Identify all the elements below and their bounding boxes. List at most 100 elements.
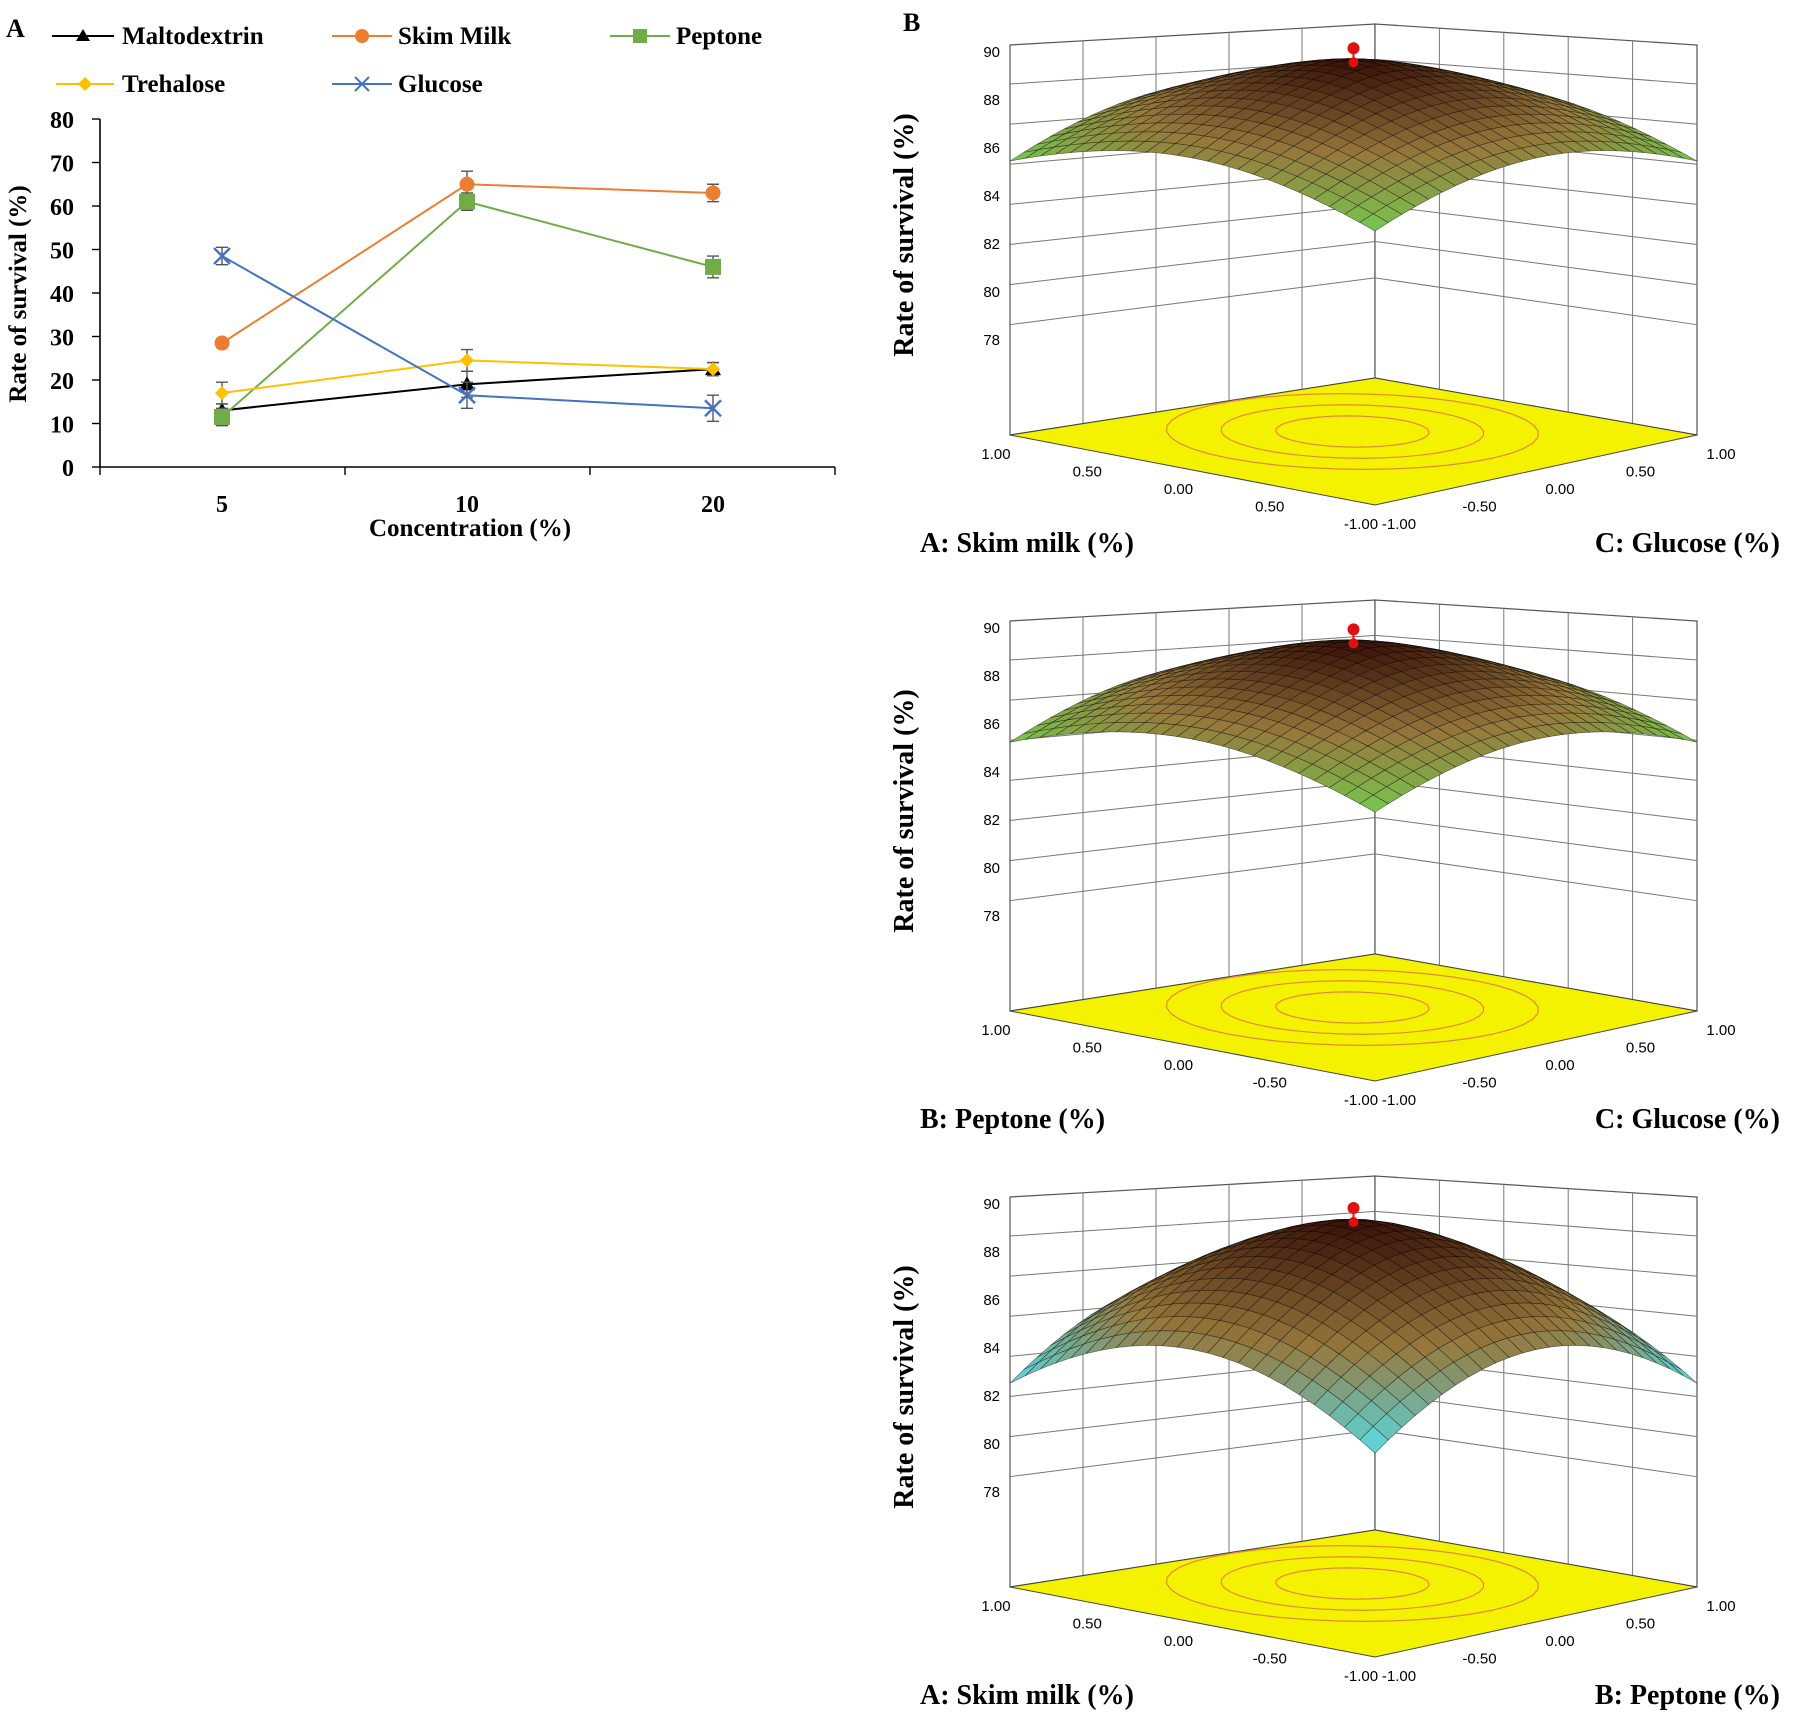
- z-tick-label: 88: [983, 92, 1000, 109]
- x-tick-label: 20: [701, 492, 725, 518]
- legend-label-skim-milk: Skim Milk: [398, 23, 511, 50]
- y-tick-label: 40: [50, 282, 74, 308]
- right-axis-label: C: Glucose (%): [1595, 1104, 1780, 1135]
- right-axis-tick: -0.50: [1462, 1075, 1496, 1092]
- left-axis-tick: -1.00: [1344, 1668, 1378, 1685]
- surface-plot-3: 78 80 82 84 86 88 90 1.00 0.50 0.00 -0.50 -1.00-1.0…: [890, 1172, 1790, 1712]
- z-tick-label: 78: [983, 1484, 1000, 1501]
- data-point: [706, 185, 721, 200]
- right-axis-tick: 0.50: [1626, 1040, 1655, 1057]
- legend-item-peptone: Peptone: [610, 23, 762, 50]
- z-tick-label: 80: [983, 1436, 1000, 1453]
- right-axis-tick: 1.00: [1706, 1022, 1735, 1039]
- left-axis-tick: 0.50: [1073, 1040, 1102, 1057]
- right-axis-tick: 0.00: [1545, 1633, 1574, 1650]
- left-axis-tick: -1.00: [1344, 516, 1378, 533]
- y-tick-label: 20: [50, 369, 74, 395]
- data-point: [460, 177, 475, 192]
- z-tick-label: 82: [983, 812, 1000, 829]
- right-axis-tick: 0.00: [1545, 1057, 1574, 1074]
- right-axis-tick: -1.00: [1382, 516, 1416, 533]
- legend-item-skim-milk: Skim Milk: [332, 23, 511, 50]
- left-axis-label: A: Skim milk (%): [920, 528, 1134, 559]
- z-tick-label: 82: [983, 1388, 1000, 1405]
- z-tick-label: 78: [983, 908, 1000, 925]
- left-axis-tick: 0.50: [1073, 464, 1102, 481]
- right-axis-tick: 1.00: [1706, 1598, 1735, 1615]
- data-point: [460, 353, 474, 367]
- z-tick-label: 78: [983, 332, 1000, 349]
- left-axis-tick: -0.50: [1253, 1651, 1287, 1668]
- data-point: [705, 259, 721, 275]
- z-tick-label: 86: [983, 140, 1000, 157]
- y-axis-label: Rate of survival (%): [5, 185, 32, 402]
- y-ticks: 0 10 20 30 40 50 60 70 80: [50, 108, 100, 482]
- right-axis-tick: -0.50: [1462, 1651, 1496, 1668]
- y-tick-label: 50: [50, 239, 74, 265]
- left-axis-label: B: Peptone (%): [920, 1104, 1105, 1135]
- data-point: [215, 386, 229, 400]
- z-axis-label: Rate of survival (%): [890, 113, 920, 356]
- left-axis-tick: 0.50: [1255, 499, 1284, 516]
- surface-plot-2: 788082848688901.000.500.00-0.50-1.00-1.0…: [890, 596, 1790, 1136]
- right-axis-tick: 0.00: [1545, 481, 1574, 498]
- y-tick-label: 80: [50, 108, 74, 134]
- z-tick-label: 84: [983, 764, 1000, 781]
- y-tick-label: 0: [62, 456, 74, 482]
- left-axis-tick: 1.00: [981, 446, 1010, 463]
- circle-marker-icon: [355, 29, 369, 43]
- legend-item-glucose: Glucose: [332, 71, 483, 98]
- y-tick-label: 70: [50, 152, 74, 178]
- left-axis-tick: 1.00: [981, 1022, 1010, 1039]
- right-axis-tick: 0.50: [1626, 1616, 1655, 1633]
- z-axis-label: Rate of survival (%): [890, 689, 920, 932]
- legend-item-maltodextrin: Maltodextrin: [52, 23, 264, 50]
- left-axis-tick: 1.00: [981, 1598, 1010, 1615]
- right-axis-tick: -1.00: [1382, 1668, 1416, 1685]
- z-tick-label: 90: [983, 1196, 1000, 1213]
- y-tick-label: 10: [50, 413, 74, 439]
- left-axis-tick: 0.00: [1164, 1633, 1193, 1650]
- y-tick-label: 30: [50, 326, 74, 352]
- left-axis-tick: 0.00: [1164, 481, 1193, 498]
- left-axis-label: A: Skim milk (%): [920, 1680, 1134, 1711]
- y-tick-label: 60: [50, 195, 74, 221]
- legend-item-trehalose: Trehalose: [56, 71, 225, 98]
- z-tick-label: 88: [983, 668, 1000, 685]
- z-tick-label: 88: [983, 1244, 1000, 1261]
- right-axis-tick: -0.50: [1462, 499, 1496, 516]
- diamond-marker-icon: [78, 77, 92, 91]
- legend-label-peptone: Peptone: [676, 23, 762, 50]
- z-tick-label: 90: [983, 620, 1000, 637]
- series-layer: [214, 171, 721, 425]
- data-point: [215, 336, 230, 351]
- left-axis-tick: 0.00: [1164, 1057, 1193, 1074]
- line-chart: Maltodextrin Skim Milk Peptone Trehalose…: [0, 0, 900, 560]
- z-tick-label: 86: [983, 1292, 1000, 1309]
- z-tick-label: 84: [983, 188, 1000, 205]
- z-tick-label: 84: [983, 1340, 1000, 1357]
- left-axis-tick: -1.00: [1344, 1092, 1378, 1109]
- z-axis-label: Rate of survival (%): [890, 1265, 920, 1508]
- x-tick-label: 5: [216, 492, 228, 518]
- right-axis-tick: -1.00: [1382, 1092, 1416, 1109]
- z-tick-label: 82: [983, 236, 1000, 253]
- right-axis-tick: 0.50: [1626, 464, 1655, 481]
- right-axis-tick: 1.00: [1706, 446, 1735, 463]
- square-marker-icon: [633, 29, 647, 43]
- right-axis-label: C: Glucose (%): [1595, 528, 1780, 559]
- z-ticks: 78 80 82 84 86 88 90: [983, 1196, 1000, 1501]
- data-point: [214, 409, 230, 425]
- series-glucose: [214, 247, 721, 421]
- right-axis-label: B: Peptone (%): [1595, 1680, 1780, 1711]
- legend-label-maltodextrin: Maltodextrin: [122, 23, 264, 50]
- x-axis-label: Concentration (%): [369, 515, 571, 542]
- left-axis-tick: -0.50: [1253, 1075, 1287, 1092]
- left-axis-tick: 0.50: [1073, 1616, 1102, 1633]
- z-tick-label: 80: [983, 284, 1000, 301]
- legend-label-trehalose: Trehalose: [122, 71, 225, 98]
- data-point: [459, 194, 475, 210]
